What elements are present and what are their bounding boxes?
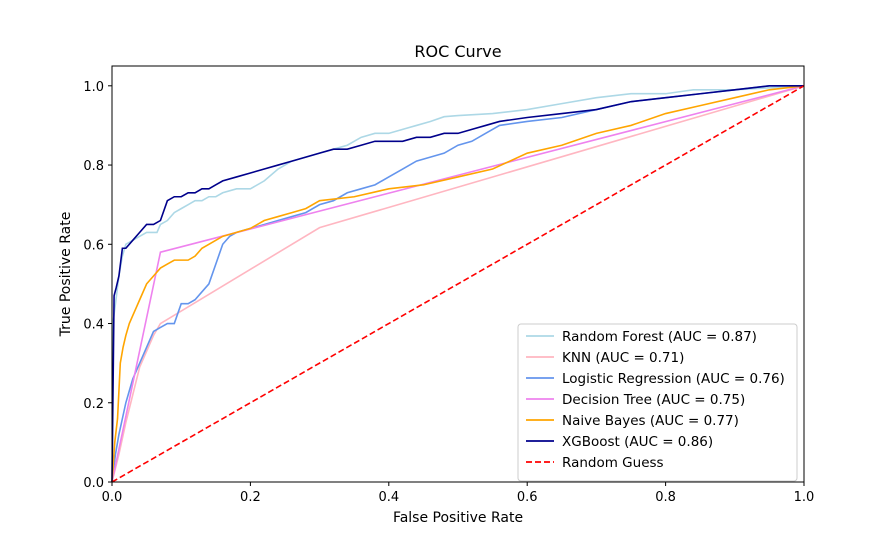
x-tick-label: 0.4 [378, 490, 399, 505]
legend-label-knn: KNN (AUC = 0.71) [562, 350, 684, 366]
legend-label-xgboost: XGBoost (AUC = 0.86) [562, 434, 713, 450]
y-tick-label: 0.2 [83, 397, 104, 412]
legend-label-logistic-regression: Logistic Regression (AUC = 0.76) [562, 371, 785, 387]
x-tick-label: 0.2 [240, 490, 261, 505]
series-line-xgboost [111, 85, 804, 483]
y-axis-ticks: 0.0 0.2 0.4 0.6 0.8 1.0 [83, 80, 112, 491]
y-tick-label: 0.4 [83, 318, 104, 333]
y-tick-label: 0.8 [83, 159, 104, 174]
legend-label-random-forest: Random Forest (AUC = 0.87) [562, 329, 757, 345]
chart-title: ROC Curve [414, 42, 501, 61]
legend-label-random-guess: Random Guess [562, 455, 664, 471]
x-axis-title: False Positive Rate [393, 510, 523, 526]
y-tick-label: 0.6 [83, 238, 104, 253]
x-tick-label: 1.0 [794, 490, 815, 505]
legend-box [517, 323, 798, 482]
x-axis-ticks: 0.0 0.2 0.4 0.6 0.8 1.0 [102, 482, 815, 505]
legend: Random Forest (AUC = 0.87) KNN (AUC = 0.7… [517, 323, 798, 482]
legend-label-decision-tree: Decision Tree (AUC = 0.75) [562, 392, 745, 408]
x-tick-label: 0.6 [517, 490, 538, 505]
y-axis-title: True Positive Rate [58, 212, 74, 338]
series-line-decision-tree [111, 85, 805, 483]
y-tick-label: 0.0 [83, 476, 104, 491]
series-line-knn [111, 85, 805, 483]
series-line-naive-bayes [111, 85, 805, 483]
series-layer [111, 85, 805, 483]
y-tick-label: 1.0 [83, 80, 104, 95]
series-line-random-guess [111, 85, 805, 483]
legend-label-naive-bayes: Naive Bayes (AUC = 0.77) [562, 413, 739, 429]
series-line-logistic-regression [111, 85, 804, 483]
x-tick-label: 0.0 [102, 490, 123, 505]
series-line-random-forest [111, 85, 805, 483]
plot-frame [111, 65, 805, 483]
x-tick-label: 0.8 [655, 490, 676, 505]
